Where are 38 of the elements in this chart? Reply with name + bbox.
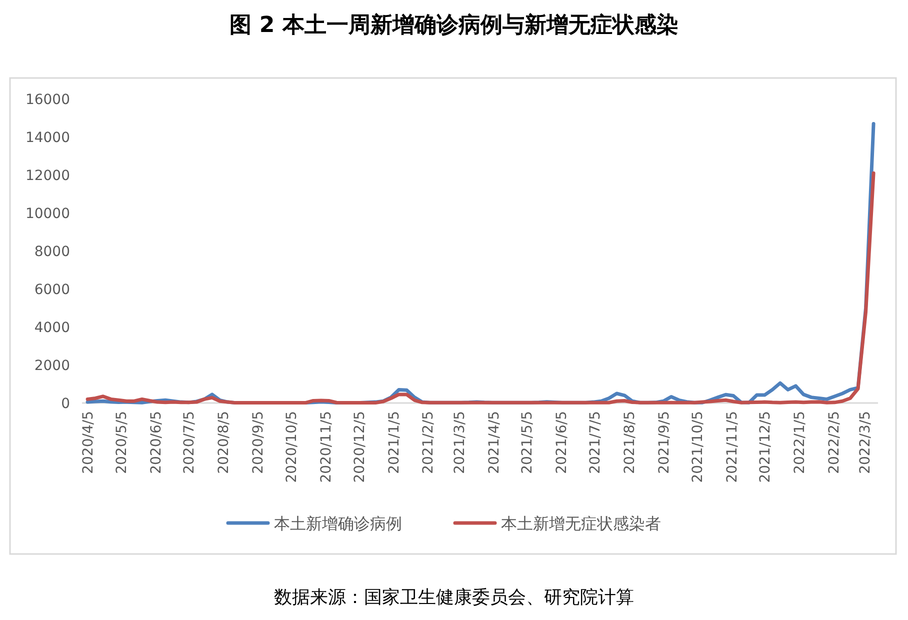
line-series bbox=[86, 171, 876, 405]
y-tick-label: 12000 bbox=[25, 168, 70, 184]
x-tick-label: 2022/3/5 bbox=[858, 411, 874, 474]
y-tick-label: 10000 bbox=[25, 206, 70, 222]
y-tick-label: 14000 bbox=[25, 130, 70, 146]
x-tick-label: 2021/2/5 bbox=[420, 411, 437, 474]
x-tick-label: 2021/3/5 bbox=[452, 411, 468, 474]
x-tick-label: 2021/4/5 bbox=[486, 411, 502, 474]
x-tick-label: 2020/7/5 bbox=[182, 411, 198, 474]
x-tick-label: 2020/4/5 bbox=[80, 411, 97, 474]
y-tick-label: 0 bbox=[61, 396, 70, 412]
y-tick-label: 2000 bbox=[34, 358, 70, 374]
x-tick-label: 2020/12/5 bbox=[352, 411, 368, 483]
y-tick-label: 16000 bbox=[25, 92, 70, 108]
y-tick-label: 4000 bbox=[34, 320, 70, 336]
x-tick-label: 2021/11/5 bbox=[724, 411, 740, 483]
x-tick-label: 2021/9/5 bbox=[656, 411, 672, 474]
x-tick-label: 2020/9/5 bbox=[250, 411, 267, 474]
x-tick-label: 2021/10/5 bbox=[690, 411, 706, 483]
x-tick-label: 2021/7/5 bbox=[588, 411, 604, 474]
y-tick-label: 6000 bbox=[34, 282, 70, 298]
x-tick-label: 2020/10/5 bbox=[284, 411, 300, 483]
x-tick-label: 2020/6/5 bbox=[148, 411, 164, 474]
legend-label: 本土新增无症状感染者 bbox=[501, 514, 661, 533]
x-tick-label: 2021/12/5 bbox=[758, 411, 774, 483]
x-tick-label: 2022/2/5 bbox=[826, 411, 843, 474]
source-note: 数据来源：国家卫生健康委员会、研究院计算 bbox=[274, 587, 634, 608]
x-tick-label: 2020/8/5 bbox=[216, 411, 232, 474]
x-tick-label: 2022/1/5 bbox=[792, 411, 808, 474]
y-tick-label: 8000 bbox=[34, 244, 70, 260]
x-tick-label: 2020/5/5 bbox=[114, 411, 130, 474]
x-tick-label: 2021/1/5 bbox=[386, 411, 402, 474]
legend-label: 本土新增确诊病例 bbox=[274, 514, 402, 533]
chart-title: 图 2 本土一周新增确诊病例与新增无症状感染 bbox=[230, 12, 678, 38]
x-tick-label: 2021/8/5 bbox=[622, 411, 638, 474]
x-tick-label: 2021/5/5 bbox=[520, 411, 536, 474]
x-tick-label: 2020/11/5 bbox=[318, 411, 334, 483]
x-tick-label: 2021/6/5 bbox=[554, 411, 570, 474]
